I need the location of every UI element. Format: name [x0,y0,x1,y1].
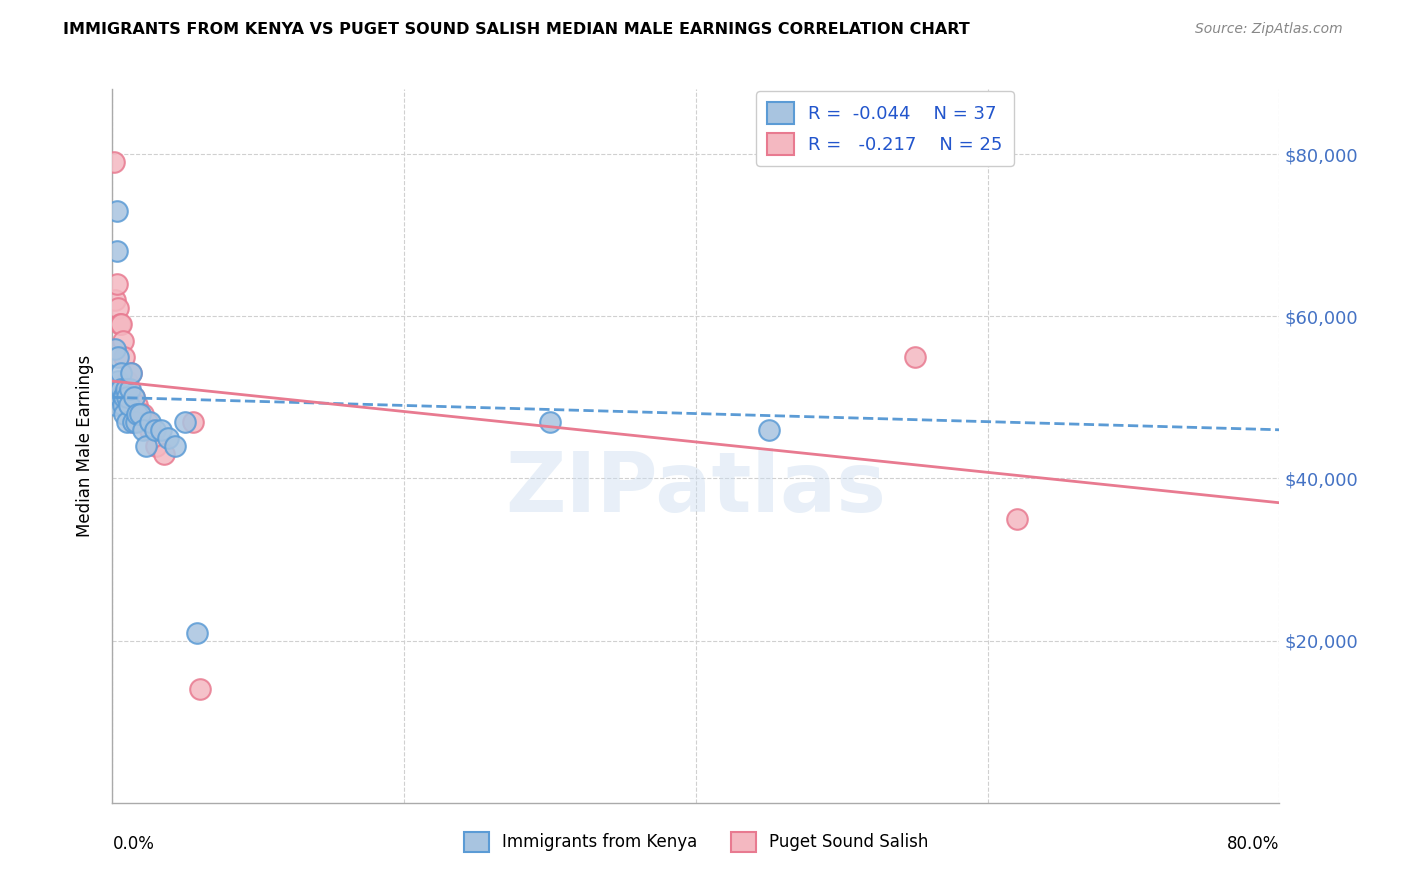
Text: Source: ZipAtlas.com: Source: ZipAtlas.com [1195,22,1343,37]
Text: 80.0%: 80.0% [1227,835,1279,853]
Point [111,390,134,404]
Y-axis label: Median Male Earnings: Median Male Earnings [76,355,94,537]
Point [108,382,131,396]
Point [112,407,135,421]
Point [112,390,135,404]
Point [104,399,127,413]
Point [152,447,174,461]
Point [108,390,131,404]
Point [105,277,128,291]
Point [139,415,162,429]
Point [186,625,208,640]
Point [139,423,162,437]
Point [107,374,129,388]
Point [758,423,780,437]
Point [115,374,138,388]
Point [104,293,127,307]
Point [188,682,211,697]
Text: ZIPatlas: ZIPatlas [506,449,886,529]
Point [122,415,145,429]
Point [110,318,132,332]
Point [127,407,149,421]
Point [156,431,179,445]
Point [104,342,127,356]
Point [117,382,139,396]
Point [127,399,149,413]
Point [114,382,136,396]
Point [149,423,172,437]
Point [125,415,148,429]
Point [129,407,152,421]
Point [122,415,145,429]
Text: 0.0%: 0.0% [112,835,155,853]
Point [111,399,134,413]
Point [103,390,125,404]
Point [115,415,138,429]
Point [115,390,138,404]
Point [132,423,155,437]
Point [143,423,166,437]
Point [103,155,125,169]
Point [110,382,132,396]
Legend: Immigrants from Kenya, Puget Sound Salish: Immigrants from Kenya, Puget Sound Salis… [457,825,935,859]
Point [107,301,129,315]
Point [181,415,204,429]
Point [145,439,167,453]
Point [120,366,142,380]
Point [132,407,155,421]
Point [165,439,187,453]
Point [105,203,128,218]
Point [108,318,131,332]
Point [111,334,134,348]
Point [135,439,157,453]
Point [129,407,152,421]
Point [117,399,139,413]
Point [110,366,132,380]
Point [124,390,146,404]
Point [136,415,159,429]
Point [120,366,142,380]
Point [112,350,135,364]
Text: IMMIGRANTS FROM KENYA VS PUGET SOUND SALISH MEDIAN MALE EARNINGS CORRELATION CHA: IMMIGRANTS FROM KENYA VS PUGET SOUND SAL… [63,22,970,37]
Point [107,350,129,364]
Point [124,390,146,404]
Point [904,350,927,364]
Point [1005,512,1028,526]
Point [114,390,136,404]
Point [538,415,561,429]
Point [118,382,141,396]
Point [105,244,128,259]
Point [174,415,197,429]
